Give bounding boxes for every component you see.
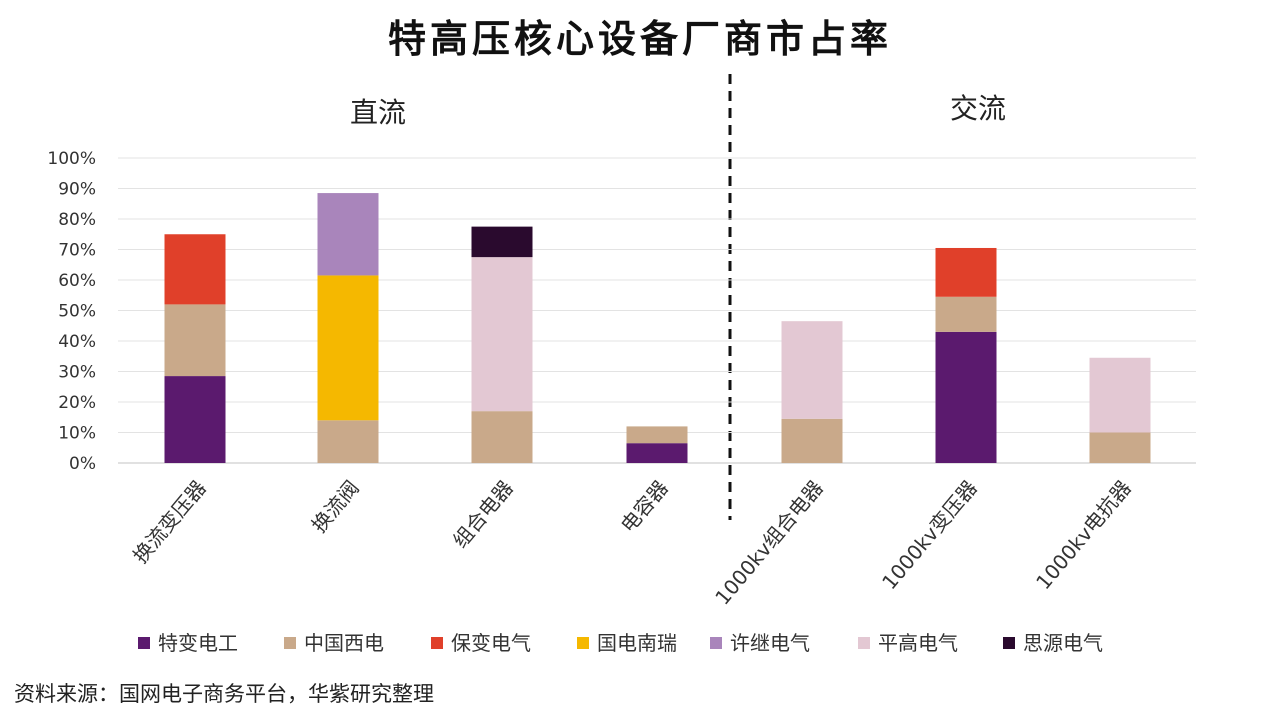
legend-label: 国电南瑞 bbox=[597, 631, 677, 655]
legend-label: 许继电气 bbox=[730, 631, 810, 655]
chart-title: 特高压核心设备厂商市占率 bbox=[388, 16, 892, 61]
legend-swatch bbox=[858, 637, 870, 649]
bar-segment bbox=[1089, 357, 1151, 433]
x-tick-label: 换流变压器 bbox=[128, 476, 211, 568]
bar-segment bbox=[317, 193, 379, 276]
legend-swatch bbox=[1003, 637, 1015, 649]
y-tick-label: 80% bbox=[58, 210, 96, 230]
group-label-dc: 直流 bbox=[350, 96, 406, 129]
y-tick-label: 50% bbox=[58, 302, 96, 322]
bar-segment bbox=[164, 376, 226, 463]
x-tick-label: 电容器 bbox=[616, 476, 673, 537]
bar-segment bbox=[471, 257, 533, 412]
bar-segment bbox=[471, 411, 533, 463]
legend-swatch bbox=[577, 637, 589, 649]
y-tick-label: 60% bbox=[58, 271, 96, 291]
source-note: 资料来源：国网电子商务平台，华紫研究整理 bbox=[14, 682, 434, 706]
chart: 特高压核心设备厂商市占率 直流 交流 0% 10% 20% 30% 40% 50% 60% 7… bbox=[47, 16, 1196, 655]
bar-segment bbox=[164, 304, 226, 377]
legend-label: 中国西电 bbox=[304, 631, 384, 655]
y-tick-label: 30% bbox=[58, 363, 96, 383]
y-tick-label: 100% bbox=[47, 149, 96, 169]
bar-segment bbox=[317, 420, 379, 463]
legend: 特变电工 中国西电 保变电气 国电南瑞 许继电气 平高电气 思源电气 bbox=[138, 631, 1103, 655]
grid bbox=[118, 157, 1196, 464]
x-tick-label: 1000kv组合电器 bbox=[710, 476, 828, 610]
y-tick-label: 70% bbox=[58, 241, 96, 261]
bar-segment bbox=[935, 296, 997, 332]
bar-segment bbox=[317, 275, 379, 421]
legend-swatch bbox=[138, 637, 150, 649]
bar-segment bbox=[471, 226, 533, 258]
legend-label: 思源电气 bbox=[1023, 631, 1103, 655]
y-tick-label: 90% bbox=[58, 180, 96, 200]
bar-segment bbox=[626, 443, 688, 463]
legend-label: 保变电气 bbox=[451, 631, 531, 655]
y-tick-label: 20% bbox=[58, 393, 96, 413]
y-tick-label: 10% bbox=[58, 424, 96, 444]
legend-swatch bbox=[284, 637, 296, 649]
legend-swatch bbox=[710, 637, 722, 649]
group-label-ac: 交流 bbox=[950, 92, 1006, 125]
bars bbox=[164, 193, 1151, 463]
y-axis-ticks: 0% 10% 20% 30% 40% 50% 60% 70% 80% 90% 100% bbox=[47, 149, 96, 474]
x-tick-label: 组合电器 bbox=[448, 476, 518, 553]
bar-segment bbox=[781, 418, 843, 463]
bar-segment bbox=[1089, 432, 1151, 463]
x-tick-label: 换流阀 bbox=[307, 476, 364, 537]
legend-label: 特变电工 bbox=[158, 631, 238, 655]
bar-segment bbox=[781, 321, 843, 419]
y-tick-label: 40% bbox=[58, 332, 96, 352]
x-axis-ticks: 换流变压器 换流阀 组合电器 电容器 1000kv组合电器 1000kv变压器 1000kv… bbox=[128, 476, 1136, 610]
bar-segment bbox=[164, 234, 226, 305]
x-tick-label: 1000kv电抗器 bbox=[1031, 476, 1136, 594]
y-tick-label: 0% bbox=[69, 454, 96, 474]
legend-swatch bbox=[431, 637, 443, 649]
x-tick-label: 1000kv变压器 bbox=[877, 476, 982, 594]
bar-segment bbox=[626, 426, 688, 444]
bar-segment bbox=[935, 331, 997, 463]
bar-segment bbox=[935, 247, 997, 297]
legend-label: 平高电气 bbox=[878, 631, 958, 655]
